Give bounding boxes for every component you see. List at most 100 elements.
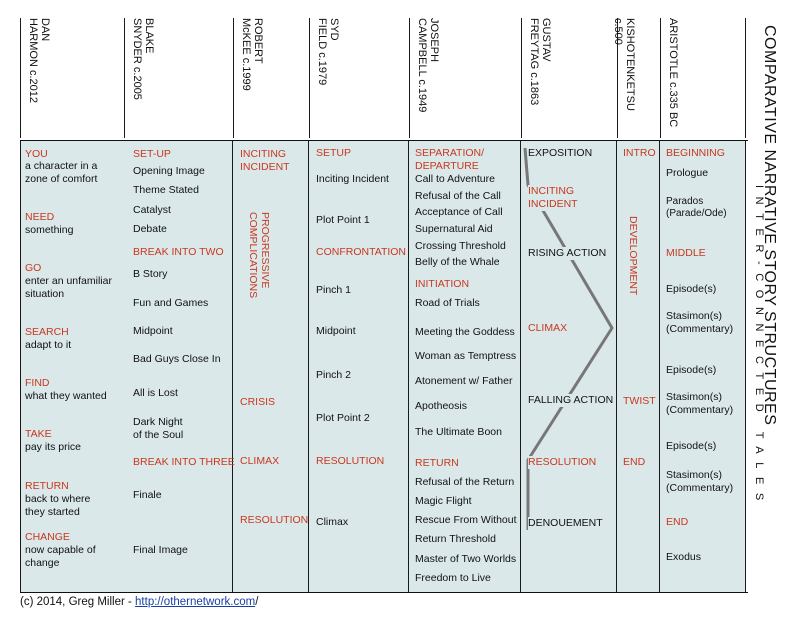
column-kisho — [617, 140, 660, 592]
harmon-step: CHANGE — [25, 531, 70, 543]
campbell-step: Refusal of the Call — [415, 190, 501, 202]
field-act: RESOLUTION — [316, 455, 385, 467]
snyder-beat: Theme Stated — [133, 184, 199, 196]
column-snyder — [124, 140, 233, 592]
column-harmon — [20, 140, 125, 592]
campbell-step: Road of Trials — [415, 297, 480, 309]
field-beat: Midpoint — [316, 325, 356, 337]
aristotle-act: BEGINNING — [666, 147, 725, 159]
snyder-beat: Opening Image — [133, 165, 205, 177]
freytag-stage: EXPOSITION — [528, 147, 593, 160]
campbell-step: Atonement w/ Father — [415, 375, 513, 387]
snyder-beat: Debate — [133, 223, 167, 235]
kisho-stage: END — [623, 456, 646, 468]
campbell-step: Woman as Temptress — [415, 350, 517, 362]
freytag-stage: RESOLUTION — [528, 456, 597, 469]
field-beat: Climax — [316, 516, 349, 528]
snyder-act: SET-UP — [133, 148, 171, 160]
campbell-step: Freedom to Live — [415, 572, 491, 584]
freytag-stage: FALLING ACTION — [528, 394, 614, 407]
field-beat: Plot Point 2 — [316, 412, 370, 424]
snyder-beat: Finale — [133, 489, 162, 501]
column-mckee — [233, 140, 309, 592]
aristotle-part: Episode(s) — [666, 283, 717, 295]
freytag-stage: RISING ACTION — [528, 247, 607, 260]
freytag-stage: CLIMAX — [528, 322, 568, 335]
snyder-beat: Catalyst — [133, 204, 171, 216]
harmon-desc: enter an unfamiliar situation — [25, 275, 112, 300]
aristotle-part: Stasimon(s) (Commentary) — [666, 391, 734, 416]
bottom-rule — [20, 592, 748, 593]
aristotle-act: END — [666, 516, 689, 528]
column-campbell — [409, 140, 521, 592]
aristotle-part: Exodus — [666, 551, 702, 563]
column-aristotle — [660, 140, 746, 592]
mckee-stage: CRISIS — [240, 396, 276, 408]
footer-credit: (c) 2014, Greg Miller - http://othernetw… — [20, 596, 258, 608]
harmon-step: FIND — [25, 377, 50, 389]
snyder-beat: Final Image — [133, 544, 188, 556]
snyder-beat: All is Lost — [133, 387, 178, 399]
header-snyder: BLAKE SNYDER c.2005 — [124, 18, 155, 138]
snyder-beat: B Story — [133, 268, 168, 280]
mckee-stage: RESOLUTION — [240, 514, 309, 526]
footer-prefix: (c) 2014, Greg Miller - — [20, 596, 136, 608]
header-aristotle: ARISTOTLE c.335 BC — [660, 18, 679, 138]
snyder-beat: Fun and Games — [133, 297, 209, 309]
snyder-act: BREAK INTO TWO — [133, 246, 224, 258]
header-kisho: KISHOTENKETSU c.500 — [612, 18, 636, 138]
campbell-step: Magic Flight — [415, 495, 472, 507]
kisho-development: DEVELOPMENT — [627, 216, 639, 296]
field-beat: Inciting Incident — [316, 173, 389, 185]
campbell-step: Master of Two Worlds — [415, 553, 517, 565]
harmon-step: RETURN — [25, 480, 69, 492]
campbell-step: Supernatural Aid — [415, 223, 493, 235]
campbell-stage: SEPARATION/DEPARTURE — [415, 147, 485, 172]
footer-suffix: / — [255, 596, 259, 608]
snyder-beat: Dark Night of the Soul — [133, 416, 184, 441]
freytag-arc — [523, 147, 614, 530]
campbell-step: The Ultimate Boon — [415, 426, 502, 438]
snyder-beat: Midpoint — [133, 325, 173, 337]
campbell-step: Meeting the Goddess — [415, 326, 515, 338]
harmon-step: NEED — [25, 211, 55, 223]
freytag-stage: DENOUEMENT — [528, 517, 603, 530]
aristotle-part: Episode(s) — [666, 364, 717, 376]
campbell-stage: RETURN — [415, 457, 459, 469]
field-act: SETUP — [316, 147, 352, 159]
column-field — [309, 140, 409, 592]
harmon-desc: a character in a zone of comfort — [25, 160, 98, 185]
field-act: CONFRONTATION — [316, 246, 407, 258]
snyder-beat: Bad Guys Close In — [133, 353, 221, 365]
kisho-stage: INTRO — [623, 147, 656, 159]
aristotle-part: Stasimon(s) (Commentary) — [666, 469, 734, 494]
field-beat: Pinch 2 — [316, 369, 352, 381]
snyder-act: BREAK INTO THREE — [133, 456, 235, 468]
aristotle-part: Episode(s) — [666, 440, 717, 452]
harmon-desc: something — [25, 224, 74, 236]
footer-link[interactable]: http://othernetwork.com — [135, 596, 256, 608]
harmon-step: GO — [25, 262, 42, 274]
header-field: SYD FIELD c.1979 — [309, 18, 340, 138]
column-freytag — [521, 140, 617, 592]
harmon-desc: now capable of change — [25, 544, 96, 569]
aristotle-part: Prologue — [666, 167, 709, 179]
kisho-stage: TWIST — [623, 395, 656, 407]
campbell-step: Return Threshold — [415, 533, 496, 545]
header-harmon: DAN HARMON c.2012 — [20, 18, 51, 138]
aristotle-act: MIDDLE — [666, 247, 706, 259]
harmon-desc: pay its price — [25, 441, 82, 453]
field-beat: Plot Point 1 — [316, 214, 370, 226]
header-mckee: ROBERT McKEE c.1999 — [233, 18, 264, 138]
field-beat: Pinch 1 — [316, 284, 352, 296]
harmon-step: TAKE — [25, 428, 52, 440]
top-rule — [20, 140, 748, 141]
campbell-step: Crossing Threshold — [415, 240, 506, 252]
aristotle-part: Stasimon(s) (Commentary) — [666, 310, 734, 335]
mckee-stage: CLIMAX — [240, 455, 280, 467]
campbell-step: Call to Adventure — [415, 173, 495, 185]
page-subtitle: INTER-CONNECTED TALES — [753, 185, 765, 509]
campbell-step: Refusal of the Return — [415, 476, 515, 488]
harmon-step: SEARCH — [25, 326, 69, 338]
campbell-step: Rescue From Without — [415, 514, 517, 526]
